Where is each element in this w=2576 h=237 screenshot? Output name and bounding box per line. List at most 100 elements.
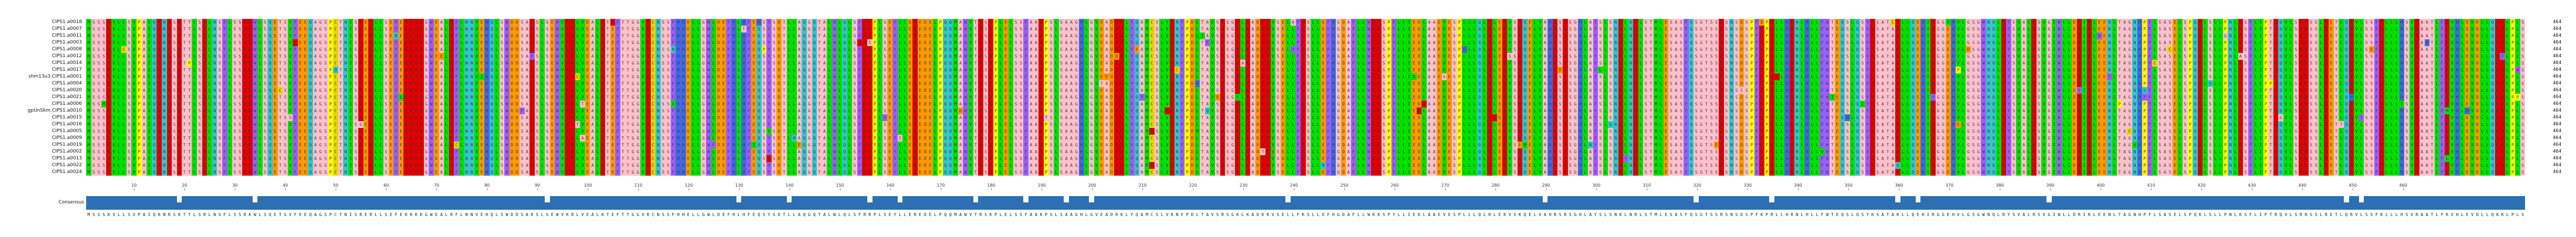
residue-cell[interactable]: E [917,39,923,46]
residue-cell[interactable]: F [293,80,298,87]
residue-cell[interactable]: L [1124,39,1129,46]
residue-cell[interactable]: K [1517,19,1523,26]
residue-cell[interactable]: G [701,46,707,53]
residue-cell[interactable]: H [2455,60,2460,67]
residue-cell[interactable]: V [2469,80,2475,87]
residue-cell[interactable]: W [832,19,837,26]
residue-cell[interactable]: S [2313,33,2319,39]
residue-cell[interactable]: S [2157,46,2163,53]
residue-cell[interactable]: S [666,87,671,94]
residue-cell[interactable]: T [605,39,610,46]
residue-cell[interactable]: L [1658,73,1664,80]
residue-cell[interactable]: E [1099,39,1104,46]
residue-cell[interactable]: E [928,60,933,67]
residue-cell[interactable]: T [1704,26,1709,33]
residue-cell[interactable]: L [2253,73,2258,80]
residue-cell[interactable]: T [605,67,610,73]
residue-cell[interactable]: S [353,33,359,39]
residue-cell[interactable]: E [1915,60,1921,67]
residue-cell[interactable]: V [559,26,565,33]
residue-cell[interactable]: L [1774,26,1780,33]
residue-cell[interactable]: H [741,53,746,60]
residue-cell[interactable]: R [978,73,983,80]
residue-cell[interactable]: A [1033,26,1039,33]
residue-cell[interactable]: E [2465,19,2470,26]
residue-cell[interactable]: R [2323,67,2329,73]
residue-cell[interactable]: F [1179,60,1185,67]
residue-cell[interactable]: A [1674,33,1679,39]
residue-cell[interactable]: Q [1134,67,1140,73]
residue-cell[interactable]: R [1769,60,1774,67]
residue-cell[interactable]: K [1235,60,1240,67]
residue-cell[interactable]: D [1341,67,1346,73]
residue-cell[interactable]: W [429,19,434,26]
residue-cell[interactable]: L [2203,67,2208,73]
residue-cell[interactable]: K [176,87,182,94]
residue-cell[interactable]: A [1587,39,1593,46]
residue-cell[interactable]: S [197,33,202,39]
residue-cell[interactable]: A [2424,19,2430,26]
residue-cell[interactable]: S [1048,73,1054,80]
residue-cell[interactable]: N [656,46,661,53]
residue-cell[interactable]: L [1799,39,1805,46]
residue-cell[interactable]: H [1547,39,1553,46]
residue-cell[interactable]: H [1784,26,1790,33]
residue-cell[interactable]: Q [802,73,807,80]
residue-cell[interactable]: Q [756,67,762,73]
residue-cell[interactable]: F [726,39,731,46]
residue-cell[interactable]: T [2429,39,2435,46]
residue-cell[interactable]: D [1416,73,1422,80]
residue-cell[interactable]: D [1416,80,1422,87]
residue-cell[interactable]: E [2465,39,2470,46]
residue-cell[interactable]: L [595,19,600,26]
residue-cell[interactable]: F [726,67,731,73]
residue-cell[interactable]: T [186,73,192,80]
residue-cell[interactable]: K [1502,26,1508,33]
residue-cell[interactable]: Q [1840,80,1845,87]
residue-cell[interactable]: A [1139,73,1145,80]
residue-cell[interactable]: E [1280,19,1286,26]
residue-cell[interactable]: H [1078,19,1084,26]
residue-cell[interactable]: S [1557,80,1563,87]
residue-cell[interactable]: I [2051,67,2057,73]
residue-cell[interactable]: A [1064,19,1069,26]
residue-cell[interactable]: K [565,80,570,87]
residue-cell[interactable]: S [1381,19,1387,26]
residue-cell[interactable]: E [1003,53,1009,60]
residue-cell[interactable]: L [1799,26,1805,33]
residue-cell[interactable]: L [2092,53,2097,60]
residue-cell[interactable]: R [645,39,651,46]
residue-cell[interactable]: K [988,19,993,26]
residue-cell[interactable]: R [1789,80,1795,87]
residue-cell[interactable]: S [1305,19,1311,26]
residue-cell[interactable]: S [1845,60,1850,67]
residue-cell[interactable]: K [176,33,182,39]
residue-cell[interactable]: S [2520,80,2526,87]
residue-cell[interactable]: L [2384,80,2390,87]
residue-cell[interactable]: L [2515,53,2520,60]
residue-cell[interactable]: R [167,19,172,26]
residue-cell[interactable]: H [1784,60,1790,67]
residue-cell[interactable]: F [2248,73,2253,80]
residue-cell[interactable]: R [1220,46,1225,53]
residue-cell[interactable]: N [212,33,217,39]
residue-cell[interactable]: L [827,67,832,73]
residue-cell[interactable]: K [1759,60,1764,67]
residue-cell[interactable]: D [1190,67,1195,73]
residue-cell[interactable]: L [373,87,379,94]
residue-cell[interactable]: E [887,60,892,67]
residue-cell[interactable]: A [1064,33,1069,39]
residue-cell[interactable]: I [2258,60,2263,67]
residue-cell[interactable]: S [96,26,101,33]
residue-cell[interactable]: A [1542,80,1548,87]
residue-cell[interactable]: A [1033,39,1039,46]
residue-cell[interactable]: L [2112,46,2117,53]
residue-cell[interactable]: Y [1593,19,1598,26]
residue-cell[interactable]: V [559,80,565,87]
residue-cell[interactable]: K [1517,26,1523,33]
residue-cell[interactable]: L [2394,80,2400,87]
residue-cell[interactable]: L [2026,33,2032,39]
residue-cell[interactable]: F [454,73,459,80]
residue-cell[interactable]: V [111,46,117,53]
residue-cell[interactable]: L [1054,46,1059,53]
